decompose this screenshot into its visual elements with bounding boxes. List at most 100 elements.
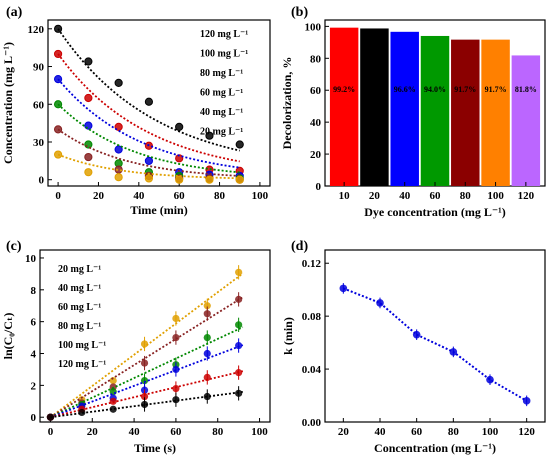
panel-c-point — [78, 408, 86, 417]
panel-c-xlabel: Time (s) — [134, 441, 176, 455]
panel-c-point — [203, 373, 211, 382]
panel-c-legend-entry: 120 mg L⁻¹ — [58, 359, 106, 370]
panel-c-point — [172, 333, 180, 342]
panel-c-point — [203, 349, 211, 358]
panel-c-legend-entry: 40 mg L⁻¹ — [58, 283, 101, 294]
panel-a-point — [84, 152, 93, 162]
panel-a-ylabel: Concentration (mg L⁻¹) — [1, 42, 15, 164]
panel-c-point — [235, 369, 243, 377]
panel-d-xtick-label: 80 — [448, 426, 460, 438]
panel-c-point — [172, 314, 180, 323]
panel-b-ytick-label: 0 — [316, 181, 322, 193]
panel-c-point — [172, 384, 180, 393]
panel-a-xtick-label: 0 — [55, 190, 61, 202]
panel-c-point — [172, 396, 180, 404]
panel-b-data-label: 94.0% — [424, 85, 446, 94]
panel-c-point — [203, 302, 211, 310]
panel-a-point — [53, 150, 63, 159]
panel-c-point — [109, 405, 117, 413]
panel-c-ylabel: ln(C₀/Cₜ) — [1, 313, 15, 360]
panel-c-legend-entry: 100 mg L⁻¹ — [58, 340, 106, 351]
panel-d-xlabel: Concentration (mg L⁻¹) — [374, 441, 496, 455]
panel-c-xtick-label: 100 — [251, 426, 268, 438]
panel-a-legend-entry: 80 mg L⁻¹ — [200, 68, 243, 79]
panel-b-bar — [360, 28, 389, 187]
panel-b-xlabel: Dye concentration (mg L⁻¹) — [364, 205, 506, 219]
panel-b-ytick-label: 80 — [310, 53, 322, 65]
panel-c-point — [140, 376, 149, 385]
panel-a-point — [205, 175, 214, 184]
panel-c-xtick-label: 60 — [170, 426, 182, 438]
panel-d-point — [522, 397, 531, 405]
panel-c-point — [46, 413, 55, 421]
panel-c-point — [235, 389, 243, 397]
panel-b-ylabel: Decolorization, % — [280, 57, 294, 150]
panel-a-fit-line — [57, 28, 240, 152]
panel-d-xtick-label: 40 — [375, 426, 387, 438]
panel-a-point — [53, 24, 63, 33]
panel-c-point — [172, 365, 180, 374]
panel-a-ytick-label: 90 — [33, 62, 45, 74]
panel-a-frame — [47, 19, 271, 187]
panel-c-ytick-label: 6 — [31, 317, 37, 329]
panel-b-ytick-label: 100 — [305, 21, 322, 33]
panel-c-point — [235, 268, 243, 276]
panel-a-point — [114, 173, 123, 182]
panel-a-point — [84, 93, 93, 103]
panel-c-letter: (c) — [6, 239, 22, 254]
panel-a-legend-entry: 60 mg L⁻¹ — [200, 88, 243, 99]
panel-a-point — [175, 122, 184, 131]
panel-a-point — [144, 97, 154, 106]
panel-a-point — [235, 140, 244, 149]
panel-a-point — [144, 174, 154, 183]
panel-b-data-label: 91.7% — [485, 85, 507, 94]
panel-c-xtick-label: 20 — [87, 426, 99, 438]
panel-b-bar — [451, 39, 480, 186]
panel-a-point — [205, 131, 214, 140]
panel-a-xtick-label: 100 — [252, 190, 269, 202]
panel-d-point — [376, 299, 384, 307]
panel-a-legend-entry: 120 mg L⁻¹ — [200, 29, 248, 40]
panel-c-legend-entry: 80 mg L⁻¹ — [58, 321, 101, 332]
panel-c-point — [140, 340, 149, 348]
panel-b-data-label: 91.7% — [454, 85, 476, 94]
panel-b-xtick-label: 60 — [430, 190, 442, 202]
panel-d-ytick-label: 0.00 — [302, 417, 322, 429]
panel-a-legend-entry: 100 mg L⁻¹ — [200, 49, 248, 60]
panel-a-xtick-label: 60 — [174, 190, 186, 202]
panel-a-point — [235, 175, 244, 184]
panel-b-xtick-label: 20 — [369, 190, 381, 202]
panel-b-ytick-label: 40 — [310, 117, 322, 129]
panel-c-legend-entry: 20 mg L⁻¹ — [58, 264, 101, 275]
panel-a-ytick-label: 60 — [33, 99, 45, 111]
panel-b-xtick-label: 10 — [339, 190, 351, 202]
panel-a-legend-entry: 20 mg L⁻¹ — [200, 127, 243, 138]
panel-b-data-label: 99.2% — [333, 85, 355, 94]
panel-c-ytick-label: 2 — [31, 380, 37, 392]
panel-b-ytick-label: 20 — [310, 149, 322, 161]
panel-d-frame — [324, 249, 546, 423]
panel-a-point — [84, 140, 93, 149]
panel-c-point — [203, 333, 211, 342]
panel-d-ytick-label: 0.12 — [302, 258, 322, 270]
panel-b-xtick-label: 40 — [399, 190, 411, 202]
panel-a-fit-line — [57, 78, 240, 169]
panel-c-point — [140, 392, 149, 401]
panel-d-ytick-label: 0.04 — [302, 364, 322, 376]
panel-d-fit-line — [342, 287, 528, 402]
panel-b-bar — [481, 39, 510, 186]
panel-b-letter: (b) — [291, 5, 308, 20]
panel-d-ylabel: k (min) — [281, 317, 295, 355]
panel-a-fit-line — [57, 103, 240, 174]
panel-d-point — [412, 330, 421, 339]
panel-d-point — [339, 284, 348, 293]
panel-a-xtick-label: 40 — [133, 190, 145, 202]
panel-c-xtick-label: 40 — [129, 426, 141, 438]
panel-d-xtick-label: 100 — [482, 426, 499, 438]
panel-d-point — [449, 348, 458, 356]
panel-a-point — [84, 57, 93, 66]
panel-d-xtick-label: 60 — [411, 426, 423, 438]
panel-d-point — [486, 375, 494, 384]
panel-d-xtick-label: 20 — [338, 426, 350, 438]
